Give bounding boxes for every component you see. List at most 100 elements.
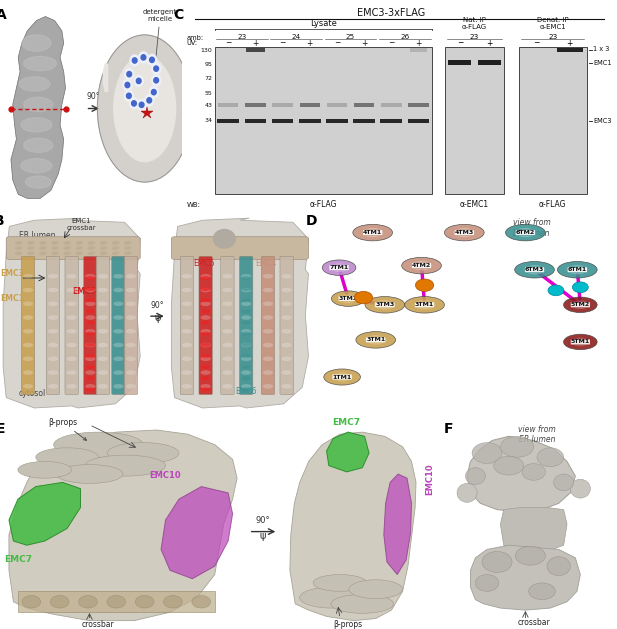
Ellipse shape <box>411 261 433 270</box>
Ellipse shape <box>201 384 211 389</box>
Ellipse shape <box>201 370 211 375</box>
Text: EMC3: EMC3 <box>593 118 611 124</box>
Text: view from
ER lumen: view from ER lumen <box>513 218 550 238</box>
Text: 23: 23 <box>470 35 479 40</box>
Ellipse shape <box>97 370 108 375</box>
Ellipse shape <box>570 479 590 498</box>
Ellipse shape <box>339 294 357 303</box>
Text: EMC1: EMC1 <box>0 294 24 303</box>
Ellipse shape <box>125 69 134 80</box>
Ellipse shape <box>114 329 123 333</box>
Ellipse shape <box>86 354 95 358</box>
Ellipse shape <box>39 241 47 245</box>
Text: 90°: 90° <box>255 516 270 525</box>
Text: 6TM2: 6TM2 <box>516 230 535 235</box>
Ellipse shape <box>126 357 136 361</box>
Ellipse shape <box>365 296 405 313</box>
Ellipse shape <box>23 301 33 306</box>
Ellipse shape <box>36 448 98 467</box>
Ellipse shape <box>23 343 33 347</box>
Polygon shape <box>326 432 369 472</box>
Ellipse shape <box>263 343 273 347</box>
Ellipse shape <box>222 315 233 320</box>
Ellipse shape <box>25 176 51 188</box>
Circle shape <box>154 77 159 83</box>
Ellipse shape <box>201 276 210 280</box>
Text: view from
ER lumen: view from ER lumen <box>518 425 556 444</box>
Ellipse shape <box>241 332 251 335</box>
FancyBboxPatch shape <box>557 48 583 52</box>
Text: A: A <box>0 8 7 23</box>
FancyBboxPatch shape <box>84 257 97 394</box>
Ellipse shape <box>362 228 384 237</box>
Ellipse shape <box>331 291 365 306</box>
FancyBboxPatch shape <box>172 237 308 259</box>
Ellipse shape <box>324 369 360 385</box>
Ellipse shape <box>86 332 95 335</box>
Ellipse shape <box>114 274 123 279</box>
Ellipse shape <box>201 343 211 347</box>
FancyBboxPatch shape <box>381 103 402 108</box>
Ellipse shape <box>182 343 192 347</box>
FancyBboxPatch shape <box>199 257 212 394</box>
Text: α-FLAG: α-FLAG <box>310 200 337 209</box>
Ellipse shape <box>85 357 96 361</box>
Ellipse shape <box>67 357 77 361</box>
Text: ER lumen: ER lumen <box>19 231 55 240</box>
FancyBboxPatch shape <box>299 119 321 123</box>
Ellipse shape <box>86 321 95 325</box>
Ellipse shape <box>27 251 35 255</box>
Ellipse shape <box>563 334 597 350</box>
Ellipse shape <box>263 329 273 333</box>
Text: −: − <box>225 38 231 48</box>
Ellipse shape <box>201 387 210 391</box>
Polygon shape <box>384 474 412 574</box>
Text: 34: 34 <box>204 118 212 123</box>
Ellipse shape <box>263 384 273 389</box>
Ellipse shape <box>182 315 192 320</box>
Ellipse shape <box>313 574 366 591</box>
Circle shape <box>548 285 564 296</box>
Ellipse shape <box>48 370 58 375</box>
Ellipse shape <box>515 546 545 565</box>
FancyBboxPatch shape <box>354 103 375 108</box>
FancyBboxPatch shape <box>410 48 428 52</box>
Circle shape <box>154 66 159 71</box>
Ellipse shape <box>107 596 126 608</box>
Ellipse shape <box>457 484 477 503</box>
Ellipse shape <box>374 300 395 309</box>
Ellipse shape <box>19 77 50 91</box>
Ellipse shape <box>475 574 499 591</box>
Ellipse shape <box>123 79 132 91</box>
Ellipse shape <box>67 301 77 306</box>
Circle shape <box>141 55 146 60</box>
Ellipse shape <box>241 287 251 291</box>
Ellipse shape <box>114 370 123 375</box>
Ellipse shape <box>201 309 210 313</box>
Ellipse shape <box>472 443 502 464</box>
Ellipse shape <box>281 329 292 333</box>
Ellipse shape <box>15 251 22 255</box>
Ellipse shape <box>349 580 402 599</box>
Circle shape <box>131 101 136 106</box>
Ellipse shape <box>281 274 292 279</box>
Text: 43: 43 <box>204 103 212 108</box>
Ellipse shape <box>263 370 273 375</box>
Ellipse shape <box>23 287 33 292</box>
Ellipse shape <box>97 274 108 279</box>
Ellipse shape <box>281 357 292 361</box>
FancyBboxPatch shape <box>6 237 140 259</box>
Ellipse shape <box>86 343 95 347</box>
Circle shape <box>415 279 434 291</box>
Text: EMC5: EMC5 <box>193 259 215 267</box>
Polygon shape <box>9 430 237 621</box>
Ellipse shape <box>126 287 136 292</box>
Ellipse shape <box>547 557 570 576</box>
FancyBboxPatch shape <box>239 257 253 394</box>
Ellipse shape <box>263 357 273 361</box>
Ellipse shape <box>405 296 444 313</box>
Ellipse shape <box>413 300 436 309</box>
Ellipse shape <box>88 241 95 245</box>
Text: 4TM2: 4TM2 <box>412 263 431 268</box>
FancyBboxPatch shape <box>280 257 293 394</box>
